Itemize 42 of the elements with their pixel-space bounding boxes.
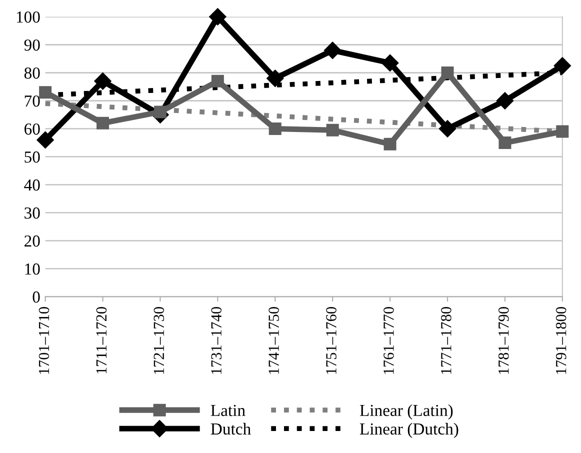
point [556,125,569,138]
point [96,116,110,130]
x-tick-label: 1781–1790 [498,307,509,374]
point [268,122,282,135]
point [384,138,396,150]
y-tick-label: 90 [24,39,40,51]
point [39,86,52,99]
y-tick-label: 10 [25,263,40,275]
y-tick-label: 50 [24,151,40,163]
point [266,70,284,87]
x-tick-label: 1791–1800 [556,307,566,374]
point [324,42,342,59]
y-tick-label: 60 [24,123,40,135]
point [496,92,514,110]
y-tick-label: 70 [24,95,40,107]
y-tick-label: 20 [24,235,40,247]
point [381,54,399,72]
y-tick-label: 40 [24,179,40,191]
x-tick-label: 1761–1770 [384,307,394,374]
point [209,8,226,26]
y-tick-label: 100 [16,11,40,23]
point [438,120,456,138]
x-tick-label: 1731–1740 [211,307,222,374]
x-tick-label: 1751–1760 [326,307,336,374]
x-tick-label: 1711–1720 [96,307,107,374]
point [498,136,512,149]
y-tick-label: 30 [24,207,40,219]
x-tick-label: 1771–1780 [441,307,452,374]
y-tick-label: 0 [32,291,40,303]
x-tick-label: 1701–1710 [38,307,50,374]
point [326,124,339,136]
y-tick-label: 80 [24,67,40,79]
point [94,72,112,90]
legend-label: Latin [210,404,246,416]
point [441,66,454,79]
legend-label: Dutch [210,422,251,435]
x-tick-label: 1721–1730 [154,307,164,374]
legend-label: Linear (Latin) [360,404,453,420]
point [554,57,571,74]
point [211,74,224,88]
legend-label: Linear (Dutch) [360,422,458,438]
x-tick-label: 1741–1750 [268,307,279,374]
